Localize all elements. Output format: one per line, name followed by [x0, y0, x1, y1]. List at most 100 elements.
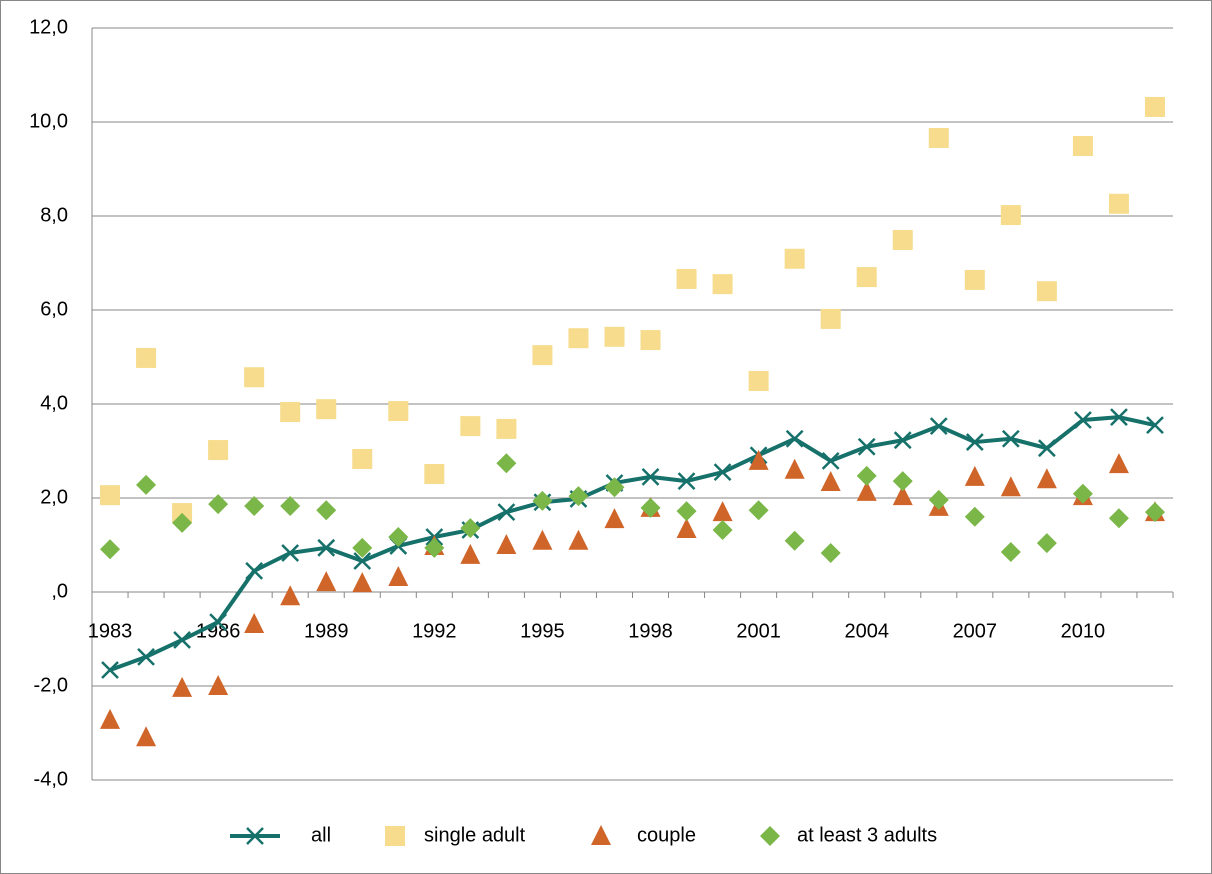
- point: [929, 417, 948, 435]
- point: [964, 506, 985, 527]
- point: [388, 527, 409, 548]
- point: [209, 613, 228, 631]
- point: [1144, 502, 1165, 523]
- point: [892, 471, 913, 492]
- point: [784, 458, 805, 479]
- point: [496, 534, 517, 554]
- point: [892, 485, 913, 506]
- point: [244, 612, 265, 633]
- y-tick-label: -2,0: [34, 674, 68, 696]
- point: [1036, 281, 1057, 302]
- point: [532, 490, 553, 511]
- point: [784, 248, 805, 269]
- point: [352, 537, 373, 558]
- point: [568, 529, 589, 550]
- point: [604, 477, 625, 498]
- point: [641, 467, 660, 486]
- point: [245, 561, 264, 580]
- point: [460, 543, 481, 564]
- point: [1036, 468, 1057, 489]
- point: [820, 308, 841, 329]
- x-tick-label: 2001: [736, 620, 781, 642]
- point: [892, 229, 913, 250]
- point: [244, 367, 265, 388]
- point: [1108, 453, 1129, 474]
- point: [280, 401, 301, 422]
- y-tick-label: 8,0: [40, 204, 68, 226]
- point: [676, 501, 697, 522]
- point: [712, 501, 733, 522]
- point: [460, 518, 481, 539]
- point: [532, 345, 553, 366]
- point: [137, 647, 155, 666]
- point: [1000, 205, 1021, 226]
- y-tick-label: 2,0: [40, 486, 68, 508]
- point: [353, 552, 372, 570]
- point: [172, 676, 193, 697]
- legend-item: all: [230, 824, 331, 846]
- legend-label: at least 3 adults: [797, 824, 937, 846]
- point: [532, 529, 553, 550]
- point: [316, 399, 337, 420]
- point: [460, 416, 481, 437]
- point: [136, 347, 157, 368]
- point: [821, 451, 840, 470]
- point: [1072, 483, 1093, 504]
- y-tick-label: ,0: [51, 580, 68, 602]
- point: [316, 500, 337, 521]
- point: [136, 474, 157, 495]
- point: [856, 267, 877, 288]
- point: [928, 127, 949, 148]
- point: [748, 500, 769, 521]
- point: [893, 431, 912, 450]
- legend-marker: [246, 827, 264, 845]
- point: [1037, 439, 1056, 458]
- point: [856, 480, 877, 501]
- point: [640, 497, 661, 518]
- point: [100, 708, 121, 729]
- point: [208, 440, 229, 461]
- y-tick-label: 10,0: [29, 110, 68, 132]
- point: [1108, 508, 1129, 529]
- point: [352, 448, 373, 469]
- point: [317, 538, 336, 557]
- point: [604, 326, 625, 347]
- point: [100, 539, 121, 560]
- legend-marker: [591, 825, 611, 845]
- point: [1001, 429, 1020, 448]
- point: [424, 537, 445, 558]
- point: [856, 465, 877, 486]
- point: [101, 661, 119, 679]
- legend-marker: [385, 826, 405, 846]
- point: [568, 486, 589, 507]
- legend-label: single adult: [424, 824, 526, 846]
- point: [352, 572, 373, 593]
- x-tick-label: 1995: [520, 620, 565, 642]
- point: [244, 495, 265, 516]
- point: [496, 418, 517, 439]
- point: [1072, 135, 1093, 156]
- x-tick-label: 1989: [304, 620, 349, 642]
- point: [712, 274, 733, 295]
- point: [676, 518, 697, 539]
- legend-label: couple: [637, 824, 696, 846]
- point: [1000, 542, 1021, 563]
- point: [1074, 411, 1092, 429]
- point: [497, 503, 516, 521]
- y-tick-label: 4,0: [40, 392, 68, 414]
- point: [820, 471, 841, 492]
- series-line: [109, 415, 1156, 672]
- point: [964, 465, 985, 486]
- point: [964, 269, 985, 290]
- point: [820, 542, 841, 563]
- point: [568, 328, 589, 349]
- x-tick-label: 2004: [844, 620, 889, 642]
- point: [496, 453, 517, 474]
- point: [1146, 416, 1164, 435]
- point: [604, 508, 625, 529]
- point: [748, 449, 769, 470]
- point: [784, 530, 805, 551]
- point: [388, 565, 409, 586]
